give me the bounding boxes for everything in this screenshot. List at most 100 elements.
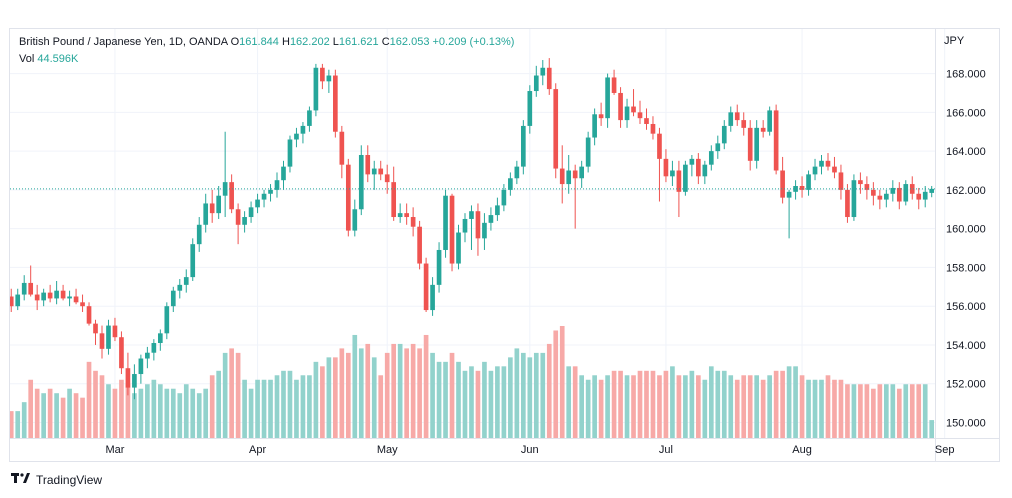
volume-bar	[287, 370, 293, 438]
x-tick-label: Aug	[792, 444, 812, 456]
candle-body	[358, 154, 364, 210]
x-tick-label: Sep	[935, 444, 955, 456]
volume-value: 44.596K	[37, 53, 79, 65]
volume-bar	[696, 375, 701, 438]
volume-bar	[80, 397, 85, 438]
volume-bar	[93, 370, 98, 438]
candle-body	[248, 207, 254, 218]
volume-bar	[235, 352, 241, 438]
volume-bar	[430, 352, 435, 438]
candle-body	[495, 205, 500, 216]
candle-body	[274, 180, 280, 190]
volume-bar	[378, 375, 384, 438]
volume-bar	[793, 366, 798, 438]
ohlc-legend: British Pound / Japanese Yen, 1D, OANDA …	[19, 36, 514, 48]
candle-body	[566, 170, 572, 185]
volume-bars	[10, 326, 935, 438]
candle-body	[832, 166, 837, 173]
volume-bar	[747, 375, 753, 438]
y-tick-label: 166.000	[946, 107, 986, 119]
x-tick-label: Apr	[249, 444, 266, 456]
candle-body	[806, 174, 811, 190]
open-label: O	[230, 36, 240, 48]
volume-bar	[333, 357, 338, 438]
symbol-title: British Pound / Japanese Yen, 1D, OANDA	[19, 36, 228, 48]
candle-body	[15, 294, 21, 307]
candle-body	[268, 189, 273, 194]
volume-bar	[812, 379, 818, 438]
candle-body	[60, 290, 66, 299]
volume-bar	[520, 352, 526, 438]
candle-body	[864, 184, 870, 190]
volume-bar	[112, 388, 118, 438]
candle-body	[209, 203, 215, 214]
candle-body	[922, 191, 928, 200]
candle-body	[475, 211, 481, 239]
volume-bar	[138, 388, 144, 438]
volume-bar	[222, 352, 228, 438]
candle-body	[28, 282, 34, 295]
candle-body	[546, 67, 552, 90]
volume-bar	[145, 384, 150, 438]
volume-bar	[838, 379, 844, 438]
candle-body	[799, 186, 805, 190]
y-tick-label: 158.000	[946, 262, 986, 274]
price-chart[interactable]: 150.000 152.000 154.000 156.000 158.000 160.0…	[10, 29, 999, 461]
volume-bar	[255, 379, 260, 438]
volume-bar	[851, 384, 857, 438]
candle-body	[410, 217, 416, 227]
volume-bar	[922, 384, 928, 438]
candle-body	[86, 306, 92, 324]
volume-bar	[86, 361, 92, 438]
candle-body	[559, 168, 565, 185]
volume-bar	[209, 375, 215, 438]
volume-bar	[203, 388, 209, 438]
volume-bar	[261, 379, 267, 438]
volume-bar	[183, 384, 189, 438]
volume-bar	[676, 375, 682, 438]
close-value: 162.053	[389, 36, 430, 48]
candle-body	[345, 164, 351, 231]
volume-bar	[644, 370, 649, 438]
candle-body	[514, 166, 520, 179]
volume-bar	[877, 384, 883, 438]
volume-bar	[929, 420, 935, 438]
volume-bar	[819, 379, 824, 438]
candle-body	[449, 195, 455, 264]
candle-body	[780, 170, 785, 198]
candle-body	[929, 188, 935, 193]
candle-body	[773, 110, 779, 171]
volume-bar	[268, 379, 273, 438]
volume-bar	[34, 388, 40, 438]
candle-body	[890, 187, 896, 194]
candle-body	[34, 294, 40, 301]
tradingview-brand[interactable]: TradingView	[11, 472, 102, 487]
candle-body	[67, 296, 72, 299]
candle-body	[365, 154, 371, 175]
volume-bar	[436, 361, 442, 438]
volume-bar	[741, 375, 747, 438]
volume-bar	[845, 384, 850, 438]
volume-bar	[462, 370, 468, 438]
candle-body	[333, 75, 338, 132]
tradingview-logo-icon	[11, 472, 31, 487]
y-tick-label: 164.000	[946, 146, 986, 158]
candle-body	[728, 112, 734, 126]
candle-body	[397, 213, 403, 218]
volume-bar	[605, 375, 610, 438]
volume-bar	[60, 397, 66, 438]
x-tick-label: Jul	[659, 444, 673, 456]
candle-body	[786, 191, 792, 198]
volume-bar	[119, 379, 124, 438]
volume-bar	[896, 388, 902, 438]
candle-body	[916, 193, 922, 200]
candle-body	[683, 164, 688, 192]
candle-body	[819, 160, 824, 167]
volume-bar	[274, 375, 280, 438]
candle-body	[838, 172, 844, 190]
candle-body	[909, 184, 915, 194]
candle-body	[112, 325, 118, 338]
volume-bar	[358, 348, 364, 438]
candle-body	[300, 125, 306, 134]
candle-body	[294, 133, 299, 140]
